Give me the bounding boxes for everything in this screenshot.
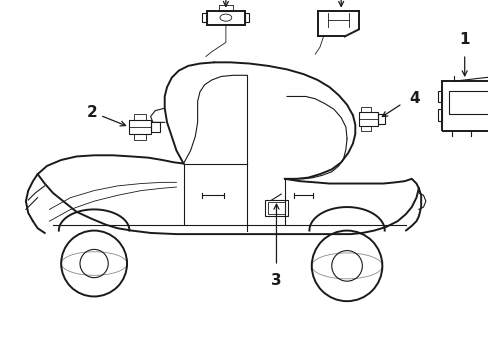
Text: 2: 2 (86, 105, 97, 121)
Bar (206, 10, 244, 25)
Text: 3: 3 (271, 273, 281, 288)
Bar (268, 202, 284, 214)
Bar (264, 200, 287, 216)
Bar (202, 13, 206, 22)
Bar (437, 91, 442, 102)
Bar (437, 109, 442, 121)
Text: 1: 1 (459, 32, 469, 47)
Bar (150, 122, 160, 132)
Bar (358, 112, 377, 126)
Bar (377, 114, 384, 123)
Bar (361, 107, 370, 112)
Bar (129, 120, 150, 134)
Bar (134, 134, 145, 140)
Bar (442, 81, 488, 131)
Bar (244, 13, 249, 22)
Bar (448, 91, 488, 114)
Bar (361, 126, 370, 131)
Bar (134, 114, 145, 120)
Text: 4: 4 (408, 91, 419, 106)
